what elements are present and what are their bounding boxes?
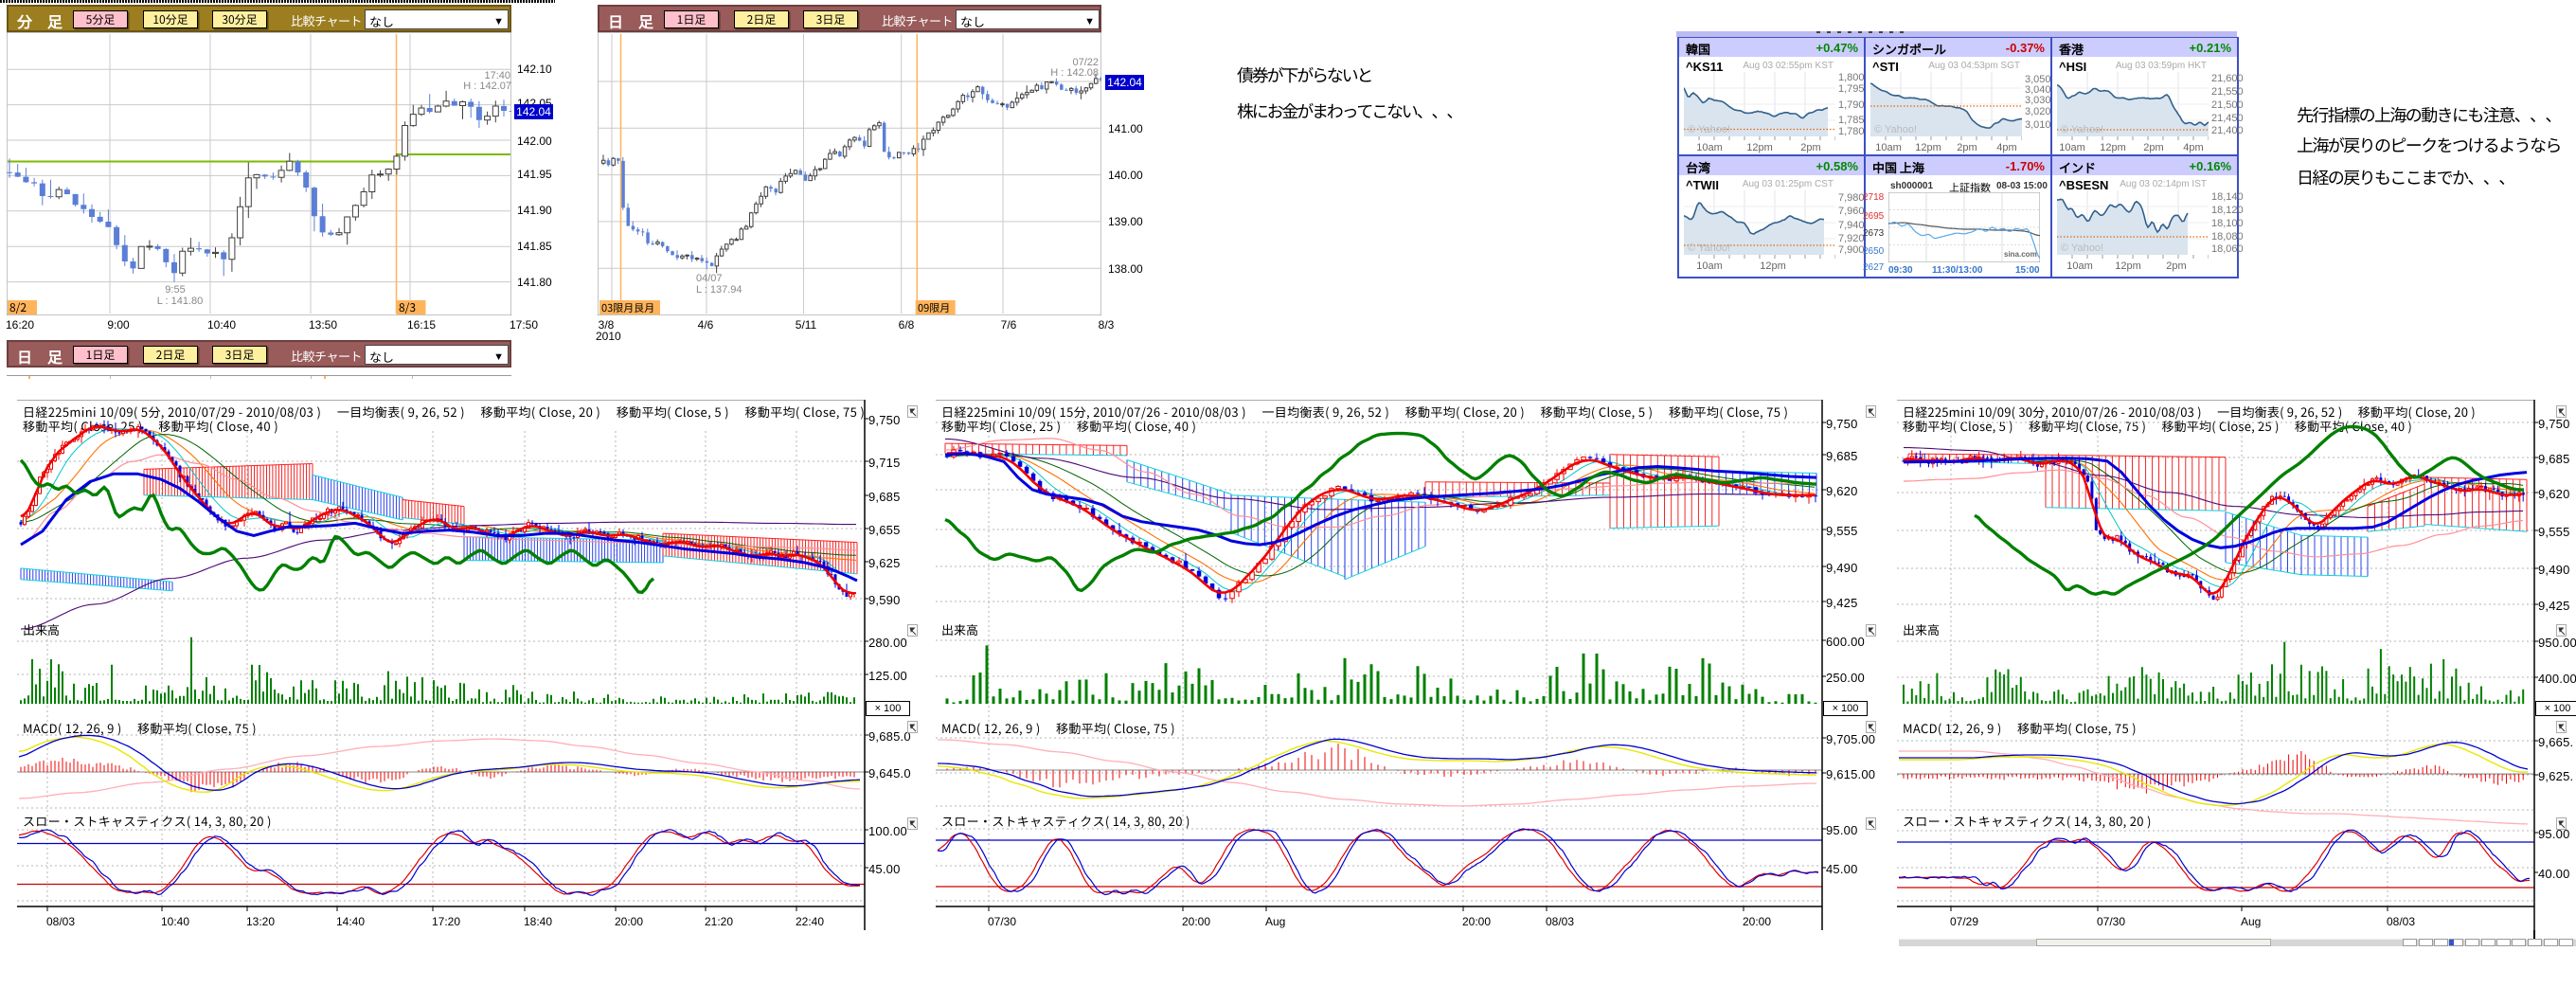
svg-text:8/2: 8/2 <box>9 299 27 315</box>
svg-text:8/3: 8/3 <box>399 299 416 315</box>
svg-text:03限月艮月: 03限月艮月 <box>601 300 654 315</box>
svg-text:sina.com: sina.com <box>2004 250 2037 259</box>
svg-text:09限月: 09限月 <box>918 300 950 315</box>
